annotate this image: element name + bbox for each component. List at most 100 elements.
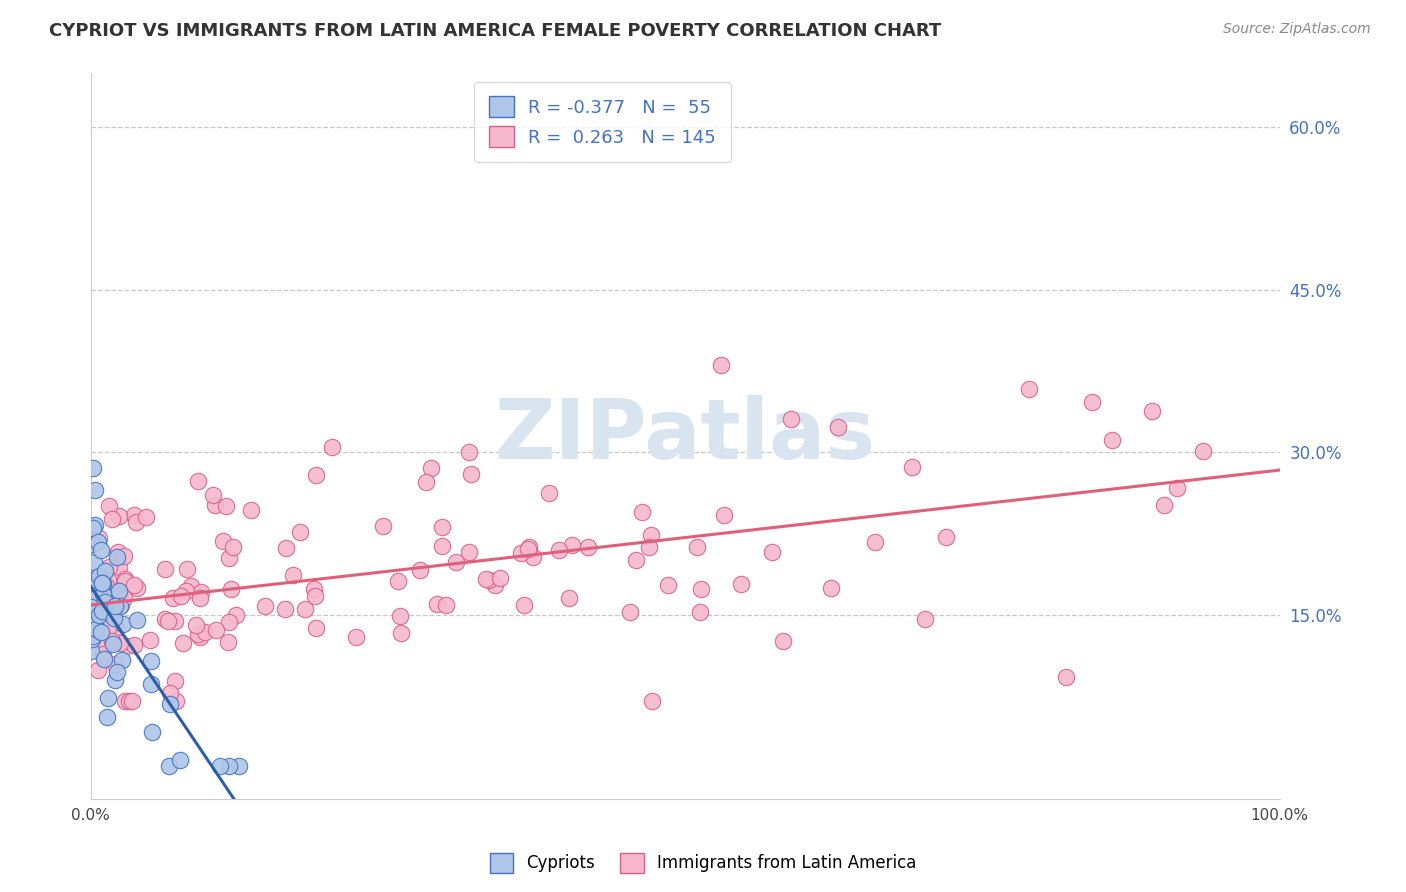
Point <box>389 608 412 623</box>
Point <box>434 599 457 613</box>
Point <box>578 540 600 554</box>
Point <box>84 483 107 497</box>
Point <box>141 654 163 668</box>
Point <box>163 614 186 628</box>
Point <box>170 589 193 603</box>
Point <box>124 515 146 529</box>
Point <box>205 623 228 637</box>
Point <box>169 753 191 767</box>
Point <box>1192 443 1215 458</box>
Point <box>204 498 226 512</box>
Point <box>153 612 176 626</box>
Point <box>305 468 328 483</box>
Point <box>239 503 262 517</box>
Text: Source: ZipAtlas.com: Source: ZipAtlas.com <box>1223 22 1371 37</box>
Point <box>82 536 104 550</box>
Point <box>101 512 124 526</box>
Point <box>153 562 176 576</box>
Point <box>228 759 250 773</box>
Point <box>141 725 163 739</box>
Point <box>91 587 114 601</box>
Point <box>82 578 104 592</box>
Point <box>657 578 679 592</box>
Point <box>94 639 117 653</box>
Point <box>218 615 240 629</box>
Point <box>114 574 136 589</box>
Point <box>112 617 135 632</box>
Point <box>713 508 735 522</box>
Point <box>100 633 122 648</box>
Point <box>209 759 232 773</box>
Point <box>90 615 112 630</box>
Point <box>176 562 198 576</box>
Point <box>389 626 412 640</box>
Point <box>114 694 136 708</box>
Point <box>122 638 145 652</box>
Point <box>135 510 157 524</box>
Point <box>114 572 136 586</box>
Point <box>901 459 924 474</box>
Point <box>780 412 803 426</box>
Point <box>225 608 247 623</box>
Point <box>304 589 326 603</box>
Point <box>111 653 134 667</box>
Point <box>159 697 181 711</box>
Point <box>475 572 498 586</box>
Point <box>90 625 112 640</box>
Point <box>387 574 409 588</box>
Point <box>218 759 240 773</box>
Point <box>103 597 125 611</box>
Point <box>91 604 114 618</box>
Legend: R = -0.377   N =  55, R =  0.263   N = 145: R = -0.377 N = 55, R = 0.263 N = 145 <box>474 82 731 161</box>
Point <box>138 632 160 647</box>
Point <box>84 617 107 632</box>
Point <box>186 617 208 632</box>
Point <box>641 694 664 708</box>
Point <box>103 637 125 651</box>
Point <box>108 588 131 602</box>
Point <box>820 581 842 595</box>
Point <box>104 599 127 614</box>
Point <box>561 538 583 552</box>
Point <box>489 571 512 585</box>
Point <box>83 581 105 595</box>
Point <box>98 499 121 513</box>
Point <box>538 486 561 500</box>
Point <box>104 673 127 687</box>
Point <box>187 627 209 641</box>
Point <box>112 549 135 563</box>
Point <box>1054 670 1077 684</box>
Point <box>305 621 328 635</box>
Point <box>125 613 148 627</box>
Point <box>93 564 115 578</box>
Point <box>458 445 481 459</box>
Point <box>121 694 143 708</box>
Point <box>157 614 180 628</box>
Point <box>321 440 343 454</box>
Point <box>274 602 297 616</box>
Point <box>460 467 482 481</box>
Point <box>118 694 141 708</box>
Point <box>108 636 131 650</box>
Point <box>82 461 104 475</box>
Point <box>165 694 187 708</box>
Point <box>276 541 298 555</box>
Point <box>94 596 117 610</box>
Point <box>174 583 197 598</box>
Point <box>104 602 127 616</box>
Point <box>935 530 957 544</box>
Point <box>80 600 103 615</box>
Point <box>80 632 103 646</box>
Point <box>1142 404 1164 418</box>
Point <box>1081 395 1104 409</box>
Point <box>91 577 114 591</box>
Point <box>157 759 180 773</box>
Point <box>624 553 647 567</box>
Point <box>97 573 120 587</box>
Point <box>108 599 131 613</box>
Point <box>638 540 661 554</box>
Point <box>730 577 752 591</box>
Point <box>294 602 316 616</box>
Point <box>80 591 103 605</box>
Point <box>87 531 110 545</box>
